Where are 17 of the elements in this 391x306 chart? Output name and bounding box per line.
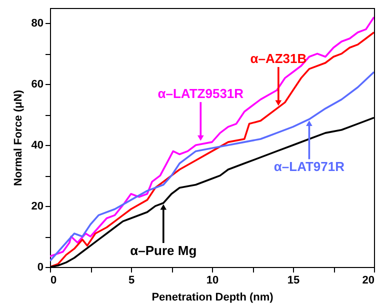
annotation: α–LATZ9531R xyxy=(158,86,244,102)
line-series xyxy=(50,71,374,262)
x-tick-label: 20 xyxy=(362,274,374,286)
x-tick-label: 0 xyxy=(50,274,57,286)
x-tick-label: 15 xyxy=(287,274,300,286)
x-tick-label: 10 xyxy=(206,274,219,286)
annotation: α–AZ31B xyxy=(250,51,307,66)
annotation: α–LAT971R xyxy=(274,159,346,174)
y-tick-label: 20 xyxy=(31,200,44,213)
y-tick-label: 40 xyxy=(31,140,44,152)
y-tick-label: 0 xyxy=(37,262,44,274)
y-tick-label: 60 xyxy=(31,78,44,91)
y-tick-label: 80 xyxy=(31,18,44,30)
x-axis-title: Penetration Depth (nm) xyxy=(152,292,274,304)
x-tick-label: 5 xyxy=(128,274,135,286)
annotation: α–Pure Mg xyxy=(130,243,197,258)
y-axis-title: Normal Force (μN) xyxy=(12,90,24,186)
